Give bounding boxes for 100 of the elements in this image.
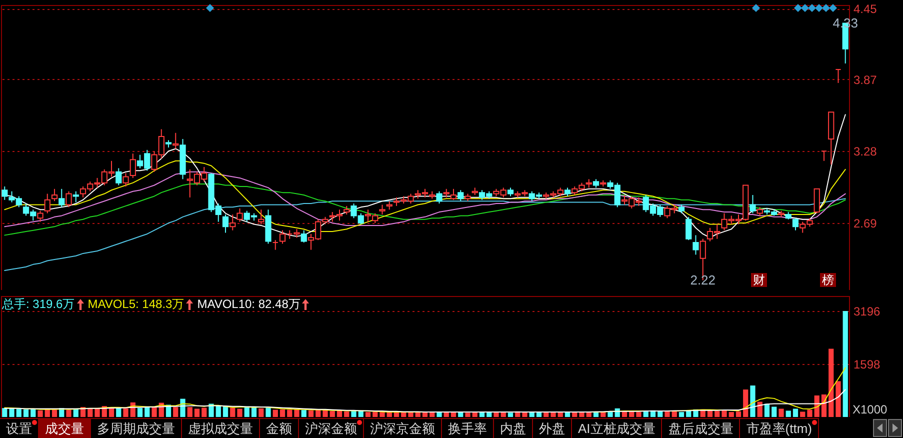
bar: [258, 408, 264, 417]
bar: [66, 410, 72, 417]
bar: [202, 408, 207, 417]
text: 换手率: [448, 421, 487, 436]
bar: [422, 412, 428, 417]
bar: [380, 412, 385, 417]
y-tick-label: 3.87: [854, 72, 878, 87]
candlestick: [258, 209, 264, 225]
text: 多周期成交量: [97, 421, 175, 436]
bar: [678, 412, 684, 417]
candlestick: [72, 190, 79, 203]
bar: [494, 412, 499, 417]
candlestick: [236, 208, 243, 222]
text: 设置: [6, 421, 32, 436]
bar: [73, 409, 78, 417]
bar: [579, 412, 584, 417]
bar: [828, 348, 834, 417]
text: AI立桩成交量: [578, 421, 656, 436]
text: 外盘: [539, 421, 565, 436]
bar: [792, 408, 798, 417]
candlestick: [686, 216, 692, 241]
candlestick: [300, 230, 307, 243]
bar: [450, 412, 456, 417]
bar: [436, 412, 442, 417]
text: 总手: 319.6万: [2, 297, 75, 311]
bar: [123, 408, 128, 417]
bar: [137, 408, 143, 417]
bar: [38, 410, 43, 417]
line-series: [4, 389, 846, 413]
text: 成交量: [45, 421, 84, 436]
bar: [714, 411, 720, 417]
bar: [608, 412, 613, 417]
bar: [522, 412, 528, 417]
text: MAVOL5: 148.3万: [88, 297, 184, 311]
bar: [728, 412, 734, 417]
bar: [16, 409, 22, 417]
y-axis-title: X1000: [852, 402, 888, 416]
bar: [251, 407, 257, 417]
bar: [330, 411, 335, 417]
bar: [301, 410, 306, 417]
y-tick-label: 3.28: [854, 144, 878, 159]
candlestick: [2, 186, 8, 200]
candlestick: [750, 194, 756, 214]
candlestick: [272, 240, 278, 250]
bar: [272, 410, 278, 417]
bar: [222, 406, 228, 417]
candlestick: [51, 188, 58, 202]
bar: [529, 412, 534, 417]
text: 市盈率(ttm): [746, 421, 812, 436]
bar: [351, 410, 356, 417]
candlestick: [820, 150, 828, 162]
y-tick-label: 2.69: [854, 216, 878, 231]
bar: [586, 412, 592, 417]
text: 盘后成交量: [668, 421, 734, 436]
bar: [465, 412, 470, 417]
bar: [9, 408, 14, 417]
bar: [800, 412, 806, 417]
bar: [786, 410, 791, 417]
bar: [550, 412, 556, 417]
bar: [308, 410, 314, 417]
bar: [772, 406, 777, 417]
line-series: [4, 171, 846, 228]
bar: [636, 412, 642, 417]
text: 沪深京金额: [370, 421, 435, 436]
candlestick: [835, 69, 842, 84]
candlestick: [130, 153, 136, 178]
candlestick: [116, 168, 122, 186]
candlestick: [230, 214, 236, 231]
text: 内盘: [500, 421, 526, 436]
candlestick: [692, 234, 699, 256]
candlestick: [58, 188, 65, 208]
bar: [672, 411, 677, 417]
candlestick: [222, 214, 229, 234]
text: 沪深金额: [305, 421, 357, 436]
bar: [266, 408, 271, 417]
bar: [187, 407, 192, 417]
bar: [408, 412, 414, 417]
bar: [836, 381, 841, 417]
bar: [807, 410, 812, 417]
bar: [750, 386, 756, 417]
candlestick: [458, 190, 464, 202]
candlestick: [792, 218, 799, 231]
bar: [544, 412, 549, 417]
bar: [88, 408, 93, 417]
bar: [144, 407, 150, 417]
bar: [372, 412, 378, 417]
bar: [664, 411, 670, 417]
bar: [23, 409, 29, 417]
bar: [508, 412, 514, 417]
candlestick: [37, 210, 44, 222]
bar: [230, 408, 236, 417]
bar: [287, 410, 292, 417]
y-tick-label: 4.45: [854, 2, 878, 16]
bar: [216, 406, 221, 417]
candlestick: [172, 132, 179, 150]
bar: [52, 410, 58, 417]
bar: [500, 412, 506, 417]
bar: [152, 406, 157, 417]
bar: [173, 407, 178, 417]
bar: [280, 409, 286, 417]
